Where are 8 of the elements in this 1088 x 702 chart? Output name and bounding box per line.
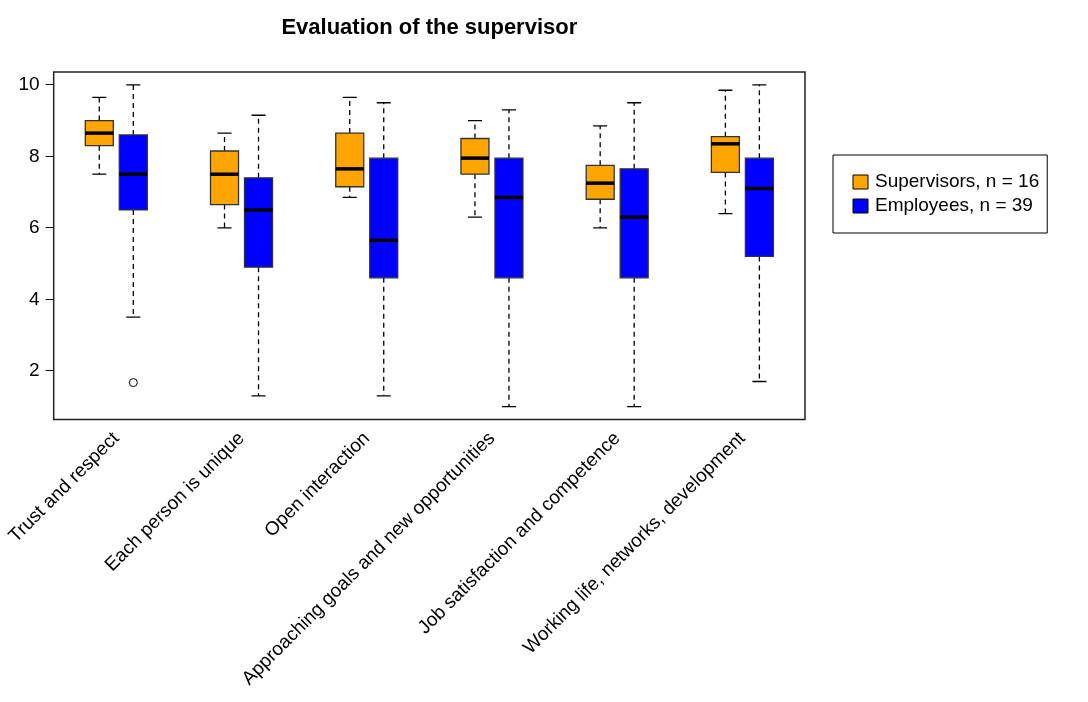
y-tick-label: 2 <box>29 359 40 381</box>
y-tick-label: 4 <box>29 287 41 309</box>
y-tick-label: 8 <box>29 144 40 166</box>
y-tick-label: 6 <box>29 216 40 238</box>
legend-label: Supervisors, n = 16 <box>875 170 1040 192</box>
y-tick-label: 10 <box>18 73 40 95</box>
legend-label: Employees, n = 39 <box>875 194 1033 216</box>
chart-title: Evaluation of the supervisor <box>281 14 578 40</box>
